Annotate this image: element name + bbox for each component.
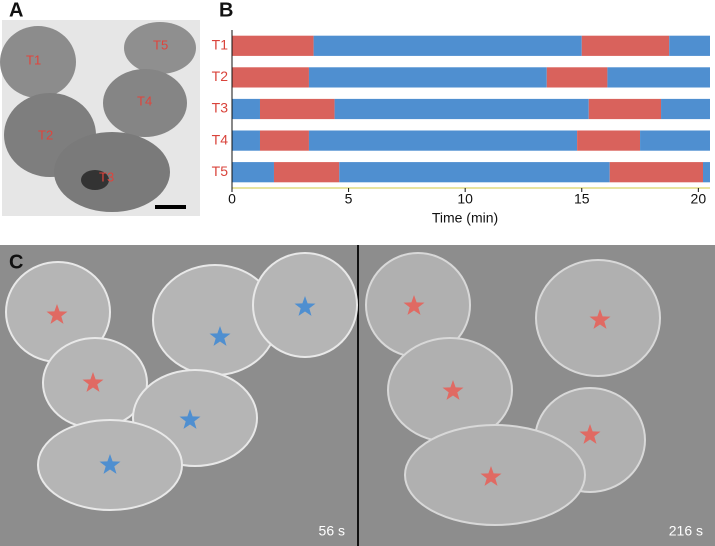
x-tick-label: 20 <box>691 191 707 207</box>
segment <box>588 98 662 120</box>
segment <box>232 35 314 56</box>
segment <box>607 67 710 88</box>
row-label: T5 <box>212 163 229 179</box>
tissue-label: T5 <box>153 37 168 52</box>
segment <box>640 130 710 151</box>
row-label: T3 <box>212 100 229 116</box>
row-label: T1 <box>212 37 229 53</box>
segment <box>308 130 578 151</box>
segment <box>232 67 309 88</box>
panel-b: B Time (min) T1 T2 T3 T4 T5 0 5 10 15 20 <box>212 0 710 226</box>
panel-label: A <box>9 0 23 21</box>
x-tick-label: 0 <box>228 191 236 207</box>
tissues-right <box>365 252 661 526</box>
segment <box>577 130 641 151</box>
segment <box>232 130 260 151</box>
tissue-label: T4 <box>137 93 152 108</box>
segment <box>339 162 610 183</box>
segment <box>669 35 710 56</box>
panel-label: B <box>219 0 233 21</box>
segment <box>232 162 274 183</box>
tissue <box>103 69 187 137</box>
segment <box>334 98 589 120</box>
tissue <box>124 22 196 74</box>
tissue <box>0 26 76 98</box>
x-tick-label: 15 <box>574 191 590 207</box>
segment <box>581 35 670 56</box>
tissue <box>54 132 170 212</box>
tissue-label: T3 <box>99 169 114 184</box>
time-label: 216 s <box>669 523 703 539</box>
segment <box>609 162 704 183</box>
time-label: 56 s <box>319 523 345 539</box>
panel-a: A T1 T2 T3 T4 T5 <box>0 0 200 216</box>
segment <box>313 35 582 56</box>
row-label: T4 <box>212 131 229 147</box>
tissues-left <box>5 252 358 511</box>
x-axis-label: Time (min) <box>432 210 498 226</box>
segment <box>308 67 547 88</box>
segment <box>703 162 710 183</box>
tissue-label: T1 <box>26 52 41 67</box>
x-tick-label: 5 <box>345 191 353 207</box>
row-label: T2 <box>212 68 229 84</box>
panel-label: C <box>9 251 23 273</box>
segment <box>259 130 309 151</box>
segment <box>232 98 260 120</box>
segment <box>661 98 710 120</box>
x-tick-label: 10 <box>457 191 473 207</box>
segment <box>546 67 608 88</box>
tissue-label: T2 <box>38 127 53 142</box>
segment <box>273 162 340 183</box>
panel-c: C 56 s 216 s <box>0 245 715 546</box>
segment <box>259 98 335 120</box>
dark-spot <box>81 170 109 190</box>
